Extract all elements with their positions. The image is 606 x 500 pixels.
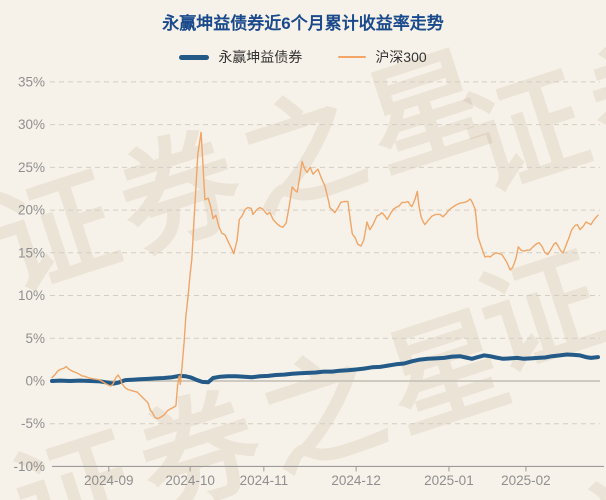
svg-text:2024-12: 2024-12	[331, 473, 381, 488]
svg-text:5%: 5%	[25, 331, 45, 346]
index-line-swatch	[338, 56, 367, 58]
svg-text:-5%: -5%	[21, 416, 45, 431]
fund-line-swatch	[179, 54, 210, 60]
svg-text:-10%: -10%	[13, 459, 45, 474]
chart-title: 永赢坤益债券近6个月累计收益率走势	[162, 14, 444, 33]
svg-text:2024-09: 2024-09	[84, 473, 134, 488]
svg-text:2025-01: 2025-01	[424, 473, 474, 488]
svg-text:25%: 25%	[18, 160, 45, 175]
svg-text:2024-11: 2024-11	[240, 473, 289, 488]
chart-legend: 永赢坤益债券 沪深300	[0, 49, 606, 65]
fund-legend-label: 永赢坤益债券	[218, 49, 303, 65]
svg-text:15%: 15%	[18, 245, 45, 260]
svg-text:30%: 30%	[18, 117, 45, 132]
svg-text:35%: 35%	[18, 74, 45, 89]
index-legend-label: 沪深300	[375, 49, 427, 65]
svg-text:20%: 20%	[18, 203, 45, 218]
svg-text:0%: 0%	[25, 374, 45, 389]
legend-item-index[interactable]: 沪深300	[338, 47, 427, 67]
svg-text:2024-10: 2024-10	[165, 473, 215, 488]
legend-item-fund[interactable]: 永赢坤益债券	[179, 47, 302, 67]
svg-text:10%: 10%	[18, 288, 45, 303]
svg-text:2025-02: 2025-02	[501, 473, 551, 488]
